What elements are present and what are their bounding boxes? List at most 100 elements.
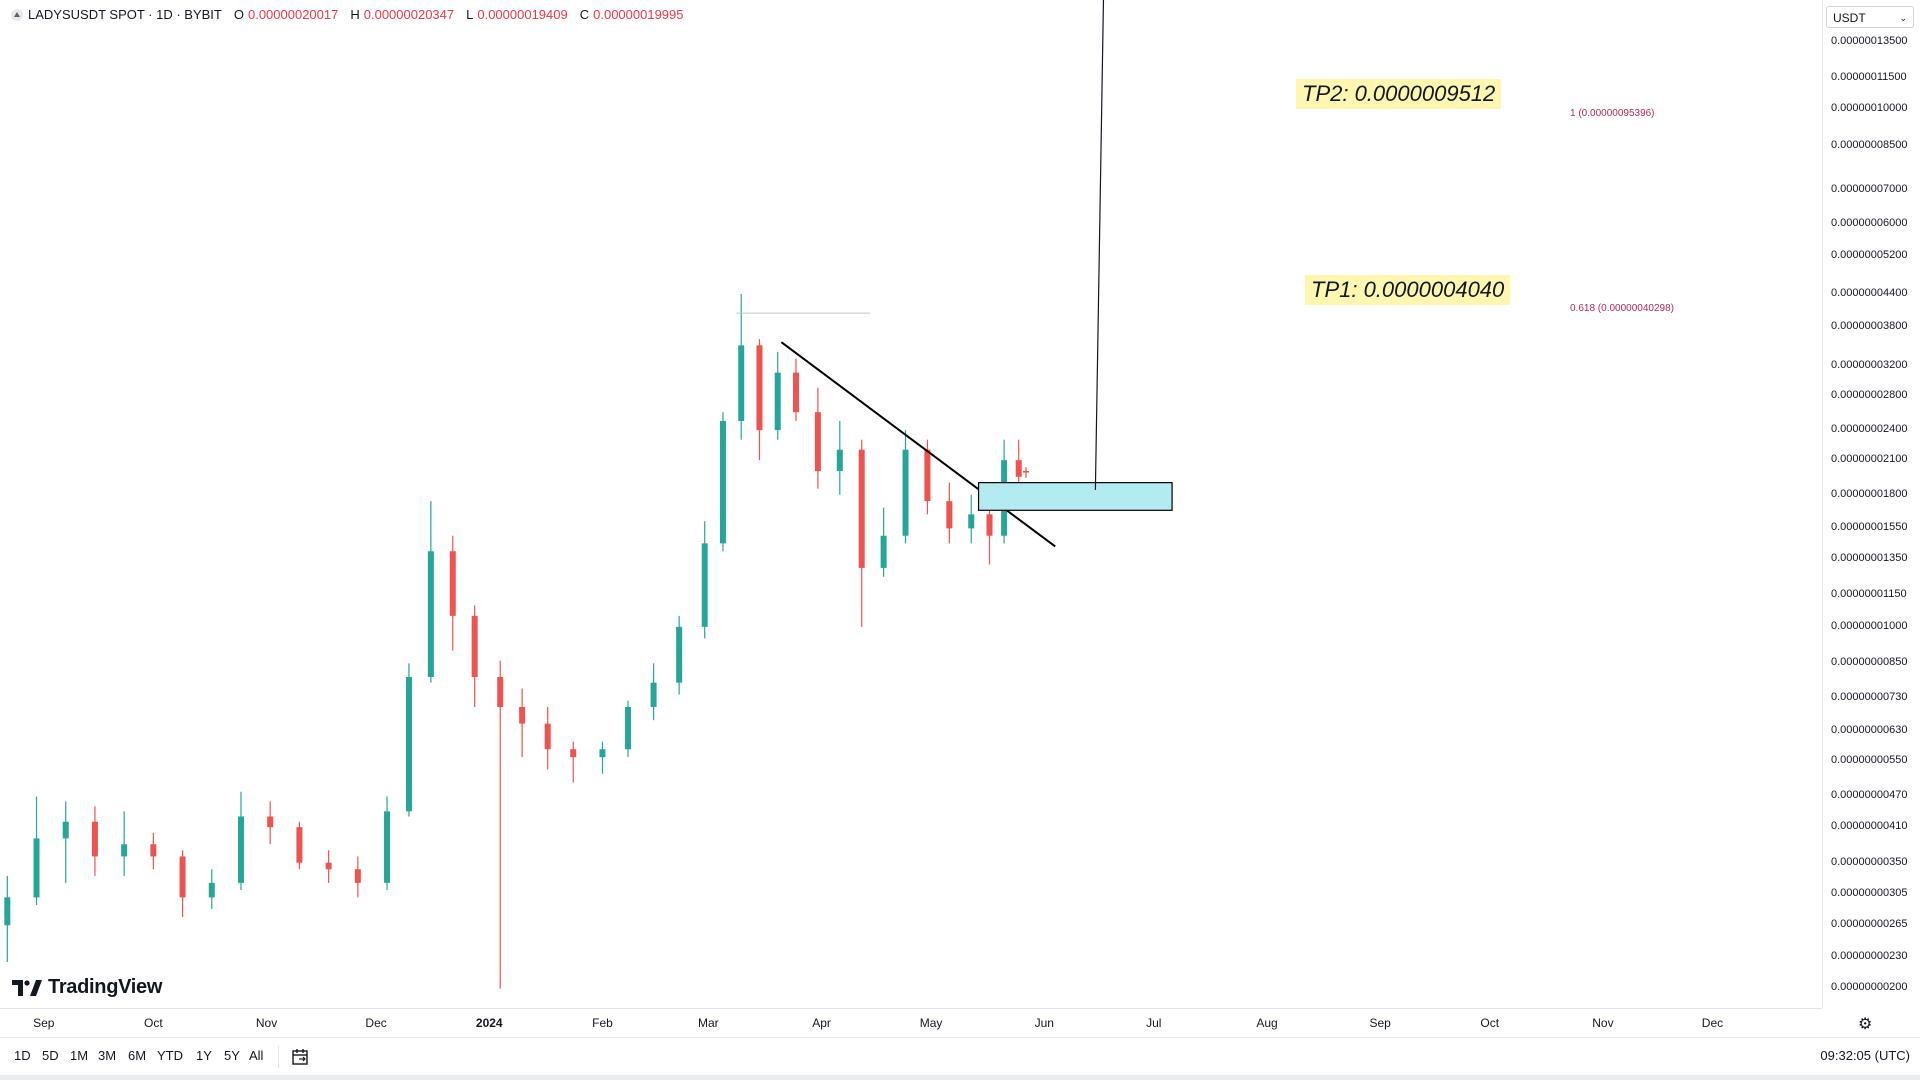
candle-body [968,514,975,529]
candle-body [986,514,993,536]
range-button-5d[interactable]: 5D [42,1048,59,1063]
price-chart[interactable] [0,0,1822,1008]
candle-body [267,816,274,828]
candle-body [33,838,40,898]
candle-body [497,676,504,707]
descending-trendline [780,341,1056,548]
close-label: C [579,7,590,22]
price-tick-label: 0.00000002400 [1831,423,1908,436]
candle-body [924,449,931,502]
price-tick-label: 0.00000001150 [1831,588,1907,601]
candle-body [427,551,434,677]
price-tick-label: 0.00000000200 [1831,981,1908,994]
close-value: 0.00000019995 [593,7,684,22]
candle-body [836,449,843,472]
time-tick-label: Apr [812,1016,831,1030]
price-tick-label: 0.00000001000 [1831,619,1908,632]
range-button-1m[interactable]: 1M [70,1048,89,1063]
range-button-ytd[interactable]: YTD [157,1048,183,1063]
high-label: H [350,7,360,22]
fib-level-1-label: 1 (0.00000095396) [1570,108,1655,119]
time-tick-label: Sep [1369,1016,1391,1030]
time-tick-label: Oct [144,1016,163,1030]
candle-body [208,882,215,898]
candle-body [150,844,157,857]
bybit-icon [11,8,23,21]
candle-body [62,821,69,839]
candle-body [91,821,98,857]
candle-body [792,372,799,413]
candle-body [325,862,332,870]
candle-body [880,535,887,568]
chart-area[interactable] [0,0,1822,1008]
candle-body [570,749,577,758]
candle-body [179,856,186,898]
low-label: L [466,7,474,22]
candle-body [449,551,456,616]
time-tick-label: 2024 [475,1016,503,1030]
time-tick-label: Mar [698,1016,719,1030]
candle-body [902,449,909,536]
candle-body [756,345,763,431]
target-projection-arrow [1094,0,1105,490]
price-tick-label: 0.00000011500 [1831,71,1907,84]
range-button-3m[interactable]: 3M [98,1048,117,1063]
price-tick-label: 0.00000000550 [1831,754,1908,767]
price-tick-label: 0.00000005200 [1831,249,1908,262]
toolbar-divider [278,1046,279,1068]
symbol-header: LADYSUSDT SPOT · 1D · BYBIT O 0.000000200… [10,7,684,22]
symbol-title[interactable]: LADYSUSDT SPOT · 1D · BYBIT [28,7,222,22]
tradingview-icon [12,979,42,996]
time-tick-label: May [919,1016,943,1030]
candle-body [676,626,683,683]
candle-body [1015,460,1022,477]
price-tick-label: 0.00000010000 [1831,102,1908,115]
price-tick-label: 0.00000003800 [1831,319,1908,332]
bottom-toolbar: 1D 5D 1M 3M 6M YTD 1Y 5Y All 09:32:05 (UTC) [0,1037,1920,1076]
range-button-1d[interactable]: 1D [14,1048,31,1063]
chevron-down-icon: ⌄ [1899,13,1907,23]
range-button-all[interactable]: All [249,1048,264,1063]
price-tick-label: 0.00000000350 [1831,855,1908,868]
candle-body [384,811,391,883]
price-tick-label: 0.00000001800 [1831,487,1908,500]
high-value: 0.00000020347 [363,7,455,22]
range-button-6m[interactable]: 6M [128,1048,147,1063]
price-tick-label: 0.00000003200 [1831,358,1908,371]
time-tick-label: Dec [365,1016,387,1030]
price-axis[interactable]: 0.00000013500 0.00000011500 0.00000010000 0… [1822,0,1920,1008]
price-tick-label: 0.00000000850 [1831,656,1908,669]
price-tick-label: 0.00000013500 [1831,35,1908,48]
candle-body [625,706,632,750]
calendar-icon[interactable] [290,1047,310,1067]
tradingview-logo-text: TradingView [48,976,163,998]
currency-select[interactable]: USDT ⌄ [1826,6,1914,28]
candle-body [774,372,781,431]
price-tick-label: 0.00000000470 [1831,789,1908,802]
settings-gear-icon[interactable]: ⚙ [1858,1016,1873,1033]
candle-body [471,615,478,677]
candle-body [544,723,551,750]
candle-body [405,676,412,812]
tp2-label[interactable]: TP2: 0.0000009512 [1296,79,1502,109]
low-value: 0.00000019409 [477,7,568,22]
price-tick-label: 0.00000001550 [1831,521,1908,534]
range-button-5y[interactable]: 5Y [224,1048,240,1063]
time-tick-label: Aug [1256,1016,1278,1030]
tp1-label[interactable]: TP1: 0.0000004040 [1305,275,1511,305]
time-tick-label: Jun [1034,1016,1054,1030]
breakout-zone-box [977,482,1173,511]
candle-body [858,449,865,568]
price-tick-label: 0.00000002800 [1831,388,1908,401]
price-tick-label: 0.00000007000 [1831,182,1908,195]
price-tick-label: 0.00000000305 [1831,886,1908,899]
time-axis[interactable]: Sep Oct Nov Dec 2024 Feb Mar Apr May Jun Jul Aug Sep… [0,1008,1822,1037]
range-button-1y[interactable]: 1Y [196,1048,212,1063]
candle-body [354,869,361,883]
time-tick-label: Sep [33,1016,55,1030]
time-tick-label: Dec [1701,1016,1724,1030]
candle-body [1023,470,1030,473]
tradingview-logo[interactable]: TradingView [12,976,162,999]
candle-body [4,897,11,926]
utc-clock[interactable]: 09:32:05 (UTC) [1820,1048,1910,1063]
